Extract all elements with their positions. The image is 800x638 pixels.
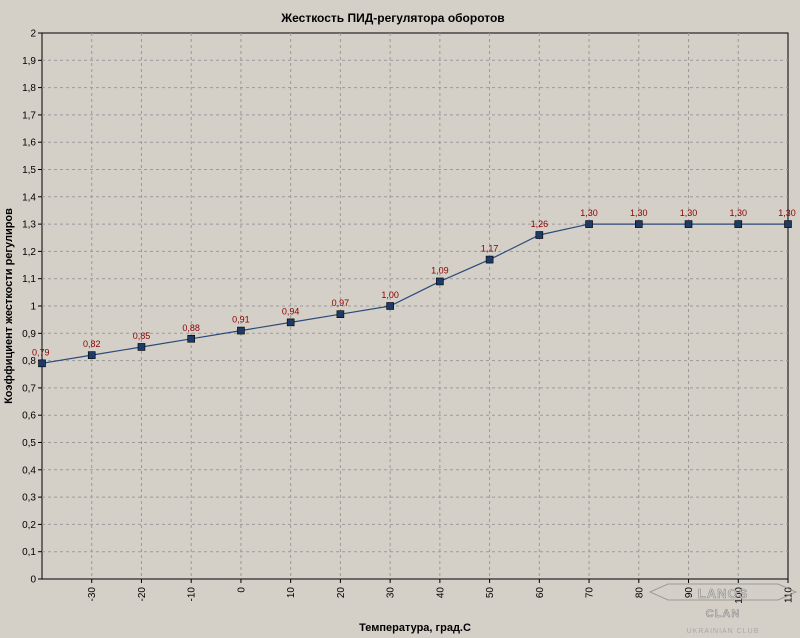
data-label: 0,85 — [133, 331, 151, 341]
x-tick-label: 60 — [535, 587, 546, 599]
x-tick-label: 40 — [435, 587, 446, 599]
data-label: 1,30 — [580, 208, 598, 218]
data-point — [38, 359, 46, 368]
y-tick-label: 0,5 — [22, 438, 36, 449]
y-tick-label: 1,9 — [22, 56, 36, 67]
y-axis-label: Коэффициент жесткости регулиров — [3, 208, 15, 404]
y-tick-label: 0,3 — [22, 493, 36, 504]
watermark-shield-icon — [648, 583, 798, 601]
grid — [42, 33, 788, 579]
x-tick-label: -20 — [137, 587, 148, 602]
x-tick-label: 20 — [336, 587, 347, 599]
x-tick-label: -10 — [187, 587, 198, 602]
y-tick-label: 1 — [30, 302, 36, 313]
x-tick-label: -30 — [87, 587, 98, 602]
series-line — [41, 223, 788, 364]
data-labels: 0,79 0,82 0,85 0,88 0,91 0,94 0,97 1,00 1,09 1,17… — [32, 208, 796, 357]
data-point — [137, 343, 146, 351]
y-tick-label: 0,7 — [22, 383, 36, 394]
y-tick-label: 1,2 — [22, 247, 36, 258]
y-tick-label: 1,6 — [22, 138, 36, 149]
data-point — [87, 351, 96, 359]
y-tick-label: 1,5 — [22, 165, 36, 176]
data-points — [38, 220, 792, 368]
data-label: 0,82 — [83, 339, 101, 349]
data-label: 1,30 — [730, 208, 748, 218]
data-label: 1,26 — [531, 219, 549, 229]
watermark-clan: CLAN — [706, 608, 741, 620]
data-label: 1,30 — [680, 208, 698, 218]
data-point — [386, 302, 394, 310]
data-point — [535, 231, 544, 239]
watermark-logo: LANOS CLAN UKRAINIAN CLUB — [648, 583, 798, 635]
watermark-main: LANOS — [698, 586, 749, 601]
y-tick-label: 0,9 — [22, 329, 36, 340]
y-tick-label: 0,4 — [22, 465, 36, 476]
data-label: 0,97 — [332, 298, 350, 308]
data-label: 0,88 — [182, 323, 200, 333]
data-point — [485, 255, 494, 264]
data-point — [734, 220, 743, 228]
data-point — [436, 277, 444, 286]
y-tick-label: 1,4 — [22, 192, 36, 203]
y-tick-label: 0,1 — [22, 547, 36, 558]
x-tick-label: 100 — [734, 587, 745, 604]
y-tick-label: 2 — [30, 29, 36, 40]
data-label: 1,09 — [431, 265, 449, 275]
x-tick-label: 70 — [585, 587, 596, 599]
data-point — [684, 220, 693, 228]
y-tick-label: 0,8 — [22, 356, 36, 367]
data-point — [784, 220, 792, 228]
y-tick-label: 1,3 — [22, 220, 36, 231]
x-tick-label: 0 — [236, 587, 247, 593]
data-point — [237, 326, 245, 335]
x-axis-label: Температура, град.С — [359, 622, 471, 634]
data-point — [286, 318, 295, 327]
data-label: 1,30 — [778, 208, 796, 218]
y-tick-label: 1,8 — [22, 83, 36, 94]
data-label: 0,94 — [282, 306, 300, 316]
watermark-sub: UKRAINIAN CLUB — [687, 628, 760, 635]
x-tick-label: 50 — [485, 587, 496, 599]
chart-title: Жесткость ПИД-регулятора оборотов — [280, 11, 504, 25]
x-tick-label: 10 — [286, 587, 297, 599]
y-tick-label: 0,6 — [22, 411, 36, 422]
data-point — [187, 334, 195, 343]
x-tick-label: 30 — [386, 587, 397, 599]
data-label: 0,91 — [232, 315, 250, 325]
data-point — [336, 310, 345, 318]
axes: 00,10,20,30,40,50,60,70,80,911,11,21,31,… — [22, 29, 794, 604]
y-tick-label: 1,7 — [22, 110, 36, 121]
data-label: 1,17 — [481, 244, 499, 254]
y-tick-label: 0 — [30, 575, 36, 586]
data-label: 1,30 — [630, 208, 648, 218]
data-label: 0,79 — [32, 347, 50, 357]
data-label: 1,00 — [381, 290, 399, 300]
x-tick-label: 80 — [634, 587, 645, 599]
x-tick-label: 90 — [684, 587, 695, 599]
data-point — [585, 220, 593, 228]
y-tick-label: 0,2 — [22, 520, 36, 531]
y-tick-label: 1,1 — [22, 274, 36, 285]
data-point — [634, 220, 643, 228]
